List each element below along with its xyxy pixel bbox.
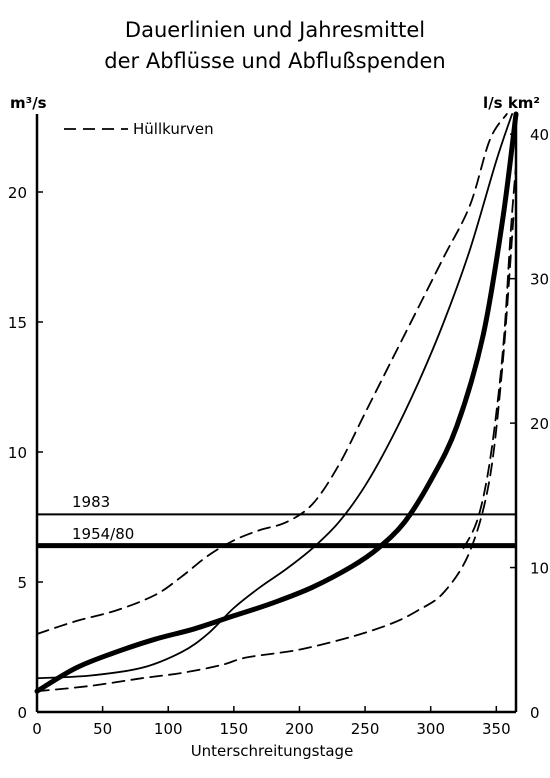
x-tick-label: 150 [220, 720, 249, 738]
y-tick-label-left: 15 [8, 314, 27, 332]
y-tick-label-right: 40 [530, 126, 549, 144]
series-line-dashed-3 [36, 217, 515, 693]
y-tick-label-left: 20 [8, 184, 27, 202]
y-tick-label-right: 0 [530, 704, 540, 722]
series-line-bold-2 [34, 111, 519, 694]
y-tick-label-right: 20 [530, 415, 549, 433]
right-axis-unit: l/s km² [483, 94, 540, 112]
y-tick-label-right: 30 [530, 271, 549, 289]
y-tick-label-left: 5 [17, 574, 27, 592]
x-tick-label: 350 [482, 720, 511, 738]
chart-subtitle: der Abflüsse und Abflußspenden [104, 49, 445, 73]
left-axis-unit: m³/s [10, 94, 47, 112]
mean-label-1954-80: 1954/80 [72, 525, 134, 543]
x-axis-label: Unterschreitungstage [191, 742, 354, 760]
x-tick-label: 200 [285, 720, 314, 738]
series-line-dashed-0 [36, 113, 508, 635]
series-line-dashed-4 [462, 165, 517, 550]
x-tick-label: 0 [32, 720, 42, 738]
x-tick-label: 100 [154, 720, 183, 738]
series-line-thin-1 [36, 113, 513, 680]
mean-label-1983: 1983 [72, 493, 110, 511]
y-tick-label-right: 10 [530, 560, 549, 578]
y-tick-label-left: 0 [17, 704, 27, 722]
y-tick-label-left: 10 [8, 444, 27, 462]
chart-title: Dauerlinien und Jahresmittel [125, 18, 425, 42]
x-tick-label: 250 [351, 720, 380, 738]
x-tick-label: 300 [416, 720, 445, 738]
legend-label: Hüllkurven [133, 120, 214, 138]
x-tick-label: 50 [93, 720, 112, 738]
